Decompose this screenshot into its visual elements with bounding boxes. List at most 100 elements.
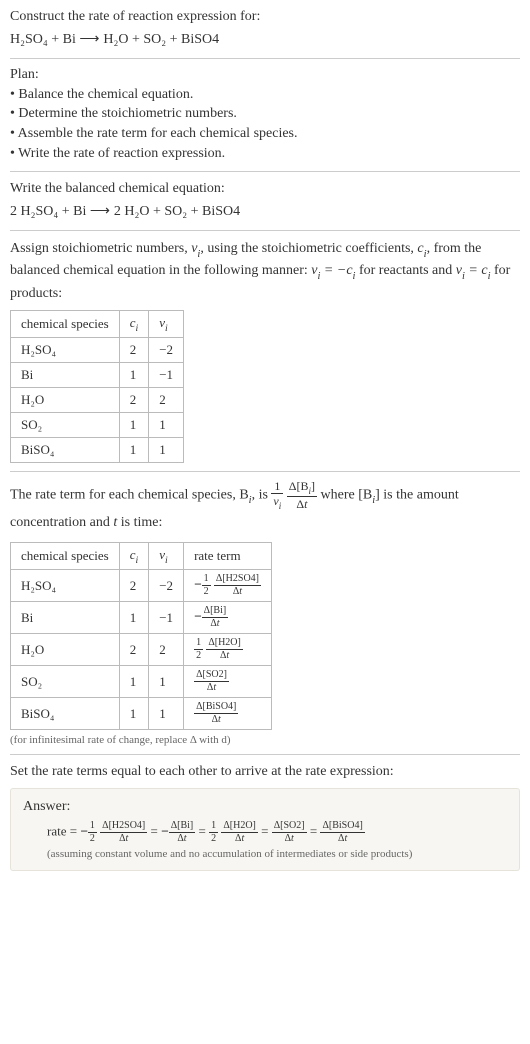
set-equal-text: Set the rate terms equal to each other t… [10,763,520,782]
text: Assign stoichiometric numbers, [10,241,191,256]
rate-section: The rate term for each chemical species,… [10,480,520,746]
text: The rate term for each chemical species,… [10,488,249,503]
cell-rate: Δ[BiSO4]Δt [184,698,272,730]
eq1: νi = −ci [311,263,355,278]
cell-species: SO₂ [11,666,120,698]
cell-c: 1 [119,438,149,463]
balanced-equation: 2 H₂SO₄ + Bi ⟶ 2 H₂O + SO₂ + BiSO4 [10,201,520,222]
c-symbol: c [417,241,423,256]
sub-i: i [424,249,427,260]
cell-nu: −1 [149,363,184,388]
table-row: SO₂11 [11,413,184,438]
cell-species: Bi [11,363,120,388]
plan-bullet: • Write the rate of reaction expression. [10,144,520,164]
cell-nu: −2 [149,338,184,363]
prompt-rhs: H₂O + SO₂ + BiSO4 [103,32,219,47]
divider [10,230,520,231]
cell-species: H₂O [11,388,120,413]
cell-species: H₂SO₄ [11,338,120,363]
rate-intro: The rate term for each chemical species,… [10,480,520,536]
stoich-intro: Assign stoichiometric numbers, νi, using… [10,239,520,304]
cell-c: 1 [119,413,149,438]
divider [10,754,520,755]
cell-nu: −1 [149,602,184,634]
table-row: H₂O22 [11,388,184,413]
plan-section: Plan: • Balance the chemical equation.• … [10,67,520,163]
plan-bullet: • Determine the stoichiometric numbers. [10,104,520,124]
answer-title: Answer: [23,799,507,815]
table-header: rate term [184,542,272,570]
plan-bullet: • Balance the chemical equation. [10,85,520,105]
cell-species: SO₂ [11,413,120,438]
cell-nu: −2 [149,570,184,602]
stoich-table: chemical speciesciνi H₂SO₄2−2Bi1−1H₂O22S… [10,310,184,464]
answer-box: Answer: rate = −12 Δ[H2SO4]Δt = −Δ[Bi]Δt… [10,788,520,871]
table-header: νi [149,310,184,338]
cell-species: H₂SO₄ [11,570,120,602]
answer-note: (assuming constant volume and no accumul… [23,848,507,860]
text: for reactants and [355,263,455,278]
text: where [B [321,488,373,503]
table-row: SO₂11Δ[SO2]Δt [11,666,272,698]
text: is time: [117,515,162,530]
table-row: H₂SO₄2−2 [11,338,184,363]
cell-c: 2 [119,634,149,666]
rate-prefix: rate = [47,824,80,839]
eq2: νi = ci [456,263,491,278]
table-row: H₂SO₄2−2−12 Δ[H2SO4]Δt [11,570,272,602]
prompt-text: Construct the rate of reaction expressio… [10,8,520,27]
text: , is [252,488,272,503]
cell-c: 2 [119,388,149,413]
prompt-lhs: H₂SO₄ + Bi [10,32,76,47]
stoich-section: Assign stoichiometric numbers, νi , using… [10,239,520,463]
balanced-rhs: 2 H₂O + SO₂ + BiSO4 [114,204,240,219]
cell-c: 2 [119,570,149,602]
cell-nu: 1 [149,413,184,438]
plan-bullet: • Assemble the rate term for each chemic… [10,124,520,144]
cell-nu: 1 [149,438,184,463]
arrow-icon: ⟶ [79,30,103,46]
sub-i: i [197,249,200,260]
rate-table: chemical speciesciνirate term H₂SO₄2−2−1… [10,542,272,731]
plan-title: Plan: [10,67,520,83]
rate-note: (for infinitesimal rate of change, repla… [10,734,520,746]
table-row: H₂O2212 Δ[H2O]Δt [11,634,272,666]
cell-species: H₂O [11,634,120,666]
balanced-section: Write the balanced chemical equation: 2 … [10,180,520,222]
cell-c: 1 [119,666,149,698]
prompt-equation: H₂SO₄ + Bi ⟶ H₂O + SO₂ + BiSO4 [10,29,520,50]
table-row: Bi1−1 [11,363,184,388]
frac-1-over-nu: 1νi [271,480,283,510]
table-header: chemical species [11,310,120,338]
cell-species: BiSO₄ [11,698,120,730]
table-row: BiSO₄11Δ[BiSO4]Δt [11,698,272,730]
cell-c: 1 [119,363,149,388]
cell-c: 2 [119,338,149,363]
divider [10,58,520,59]
divider [10,471,520,472]
cell-nu: 1 [149,666,184,698]
cell-rate: 12 Δ[H2O]Δt [184,634,272,666]
set-equal-section: Set the rate terms equal to each other t… [10,763,520,871]
table-header: chemical species [11,542,120,570]
cell-rate: −Δ[Bi]Δt [184,602,272,634]
answer-equation: rate = −12 Δ[H2SO4]Δt = −Δ[Bi]Δt = 12 Δ[… [23,821,507,844]
frac-dB-dt: Δ[Bi]Δt [287,480,317,510]
prompt-section: Construct the rate of reaction expressio… [10,8,520,50]
table-row: BiSO₄11 [11,438,184,463]
divider [10,171,520,172]
balanced-title: Write the balanced chemical equation: [10,180,520,199]
cell-rate: −12 Δ[H2SO4]Δt [184,570,272,602]
cell-species: Bi [11,602,120,634]
table-header: ci [119,310,149,338]
cell-nu: 2 [149,634,184,666]
cell-rate: Δ[SO2]Δt [184,666,272,698]
cell-c: 1 [119,698,149,730]
text: , using the stoichiometric coefficients, [200,241,417,256]
table-header: νi [149,542,184,570]
cell-c: 1 [119,602,149,634]
cell-nu: 2 [149,388,184,413]
table-row: Bi1−1−Δ[Bi]Δt [11,602,272,634]
balanced-lhs: 2 H₂SO₄ + Bi [10,204,86,219]
cell-species: BiSO₄ [11,438,120,463]
